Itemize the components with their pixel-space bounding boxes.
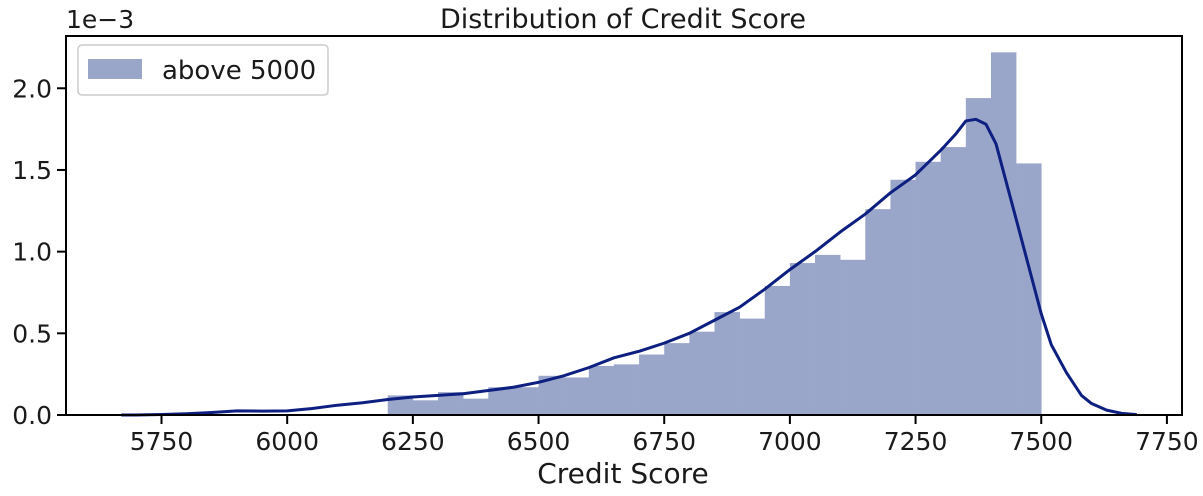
histogram-bar [739,318,766,415]
x-tick-label: 5750 [130,427,194,456]
histogram-bar [815,254,841,415]
histogram-bar [965,98,992,415]
histogram-bar [840,259,866,415]
legend-box [77,44,329,96]
legend-swatch [88,59,142,79]
histogram-bar [990,52,1017,416]
y-tick-label: 0.0 [12,401,52,430]
x-axis-label: Credit Score [537,457,709,490]
histogram-bar [789,263,816,415]
y-tick-label: 2.0 [12,74,52,103]
histogram-bar [412,400,439,415]
y-axis-ticks: 0.0 0.5 1.0 1.5 2.0 [12,74,66,430]
x-tick-label: 6750 [632,427,696,456]
x-tick-label: 7750 [1135,427,1199,456]
x-axis-ticks: 5750 6000 6250 6500 6750 7000 7250 7500 7750 [130,415,1199,456]
histogram-bar [865,209,891,415]
x-tick-label: 6000 [255,427,319,456]
histogram-bars [387,52,1042,416]
histogram-bar [915,161,942,415]
kde-line [121,117,1137,417]
histogram-bar [940,147,967,415]
x-tick-label: 7500 [1009,427,1073,456]
histogram-bar [689,331,715,415]
y-scale-label: 1e−3 [66,5,134,34]
y-tick-label: 0.5 [12,319,52,348]
y-tick-label: 1.5 [12,156,52,185]
x-tick-label: 6250 [381,427,445,456]
histogram-bar [613,364,640,415]
histogram-bar [714,312,740,415]
histogram-bar [563,377,590,415]
histogram-bar [639,354,665,415]
histogram-bar [1016,163,1042,415]
histogram-bar [588,365,615,415]
y-tick-label: 1.0 [12,238,52,267]
histogram-bar [488,387,514,415]
histogram-bar [513,387,539,415]
histogram-bar [463,398,489,415]
chart-title: Distribution of Credit Score [440,4,806,35]
x-tick-label: 7000 [758,427,822,456]
legend: above 5000 [77,44,329,96]
x-tick-label: 6500 [507,427,571,456]
histogram-bar [764,285,791,415]
histogram-bar [664,343,690,415]
plot-frame [65,35,1183,416]
histogram-bar [438,392,464,415]
histogram-bar [890,179,916,415]
legend-label: above 5000 [162,56,316,86]
x-tick-label: 7250 [884,427,948,456]
